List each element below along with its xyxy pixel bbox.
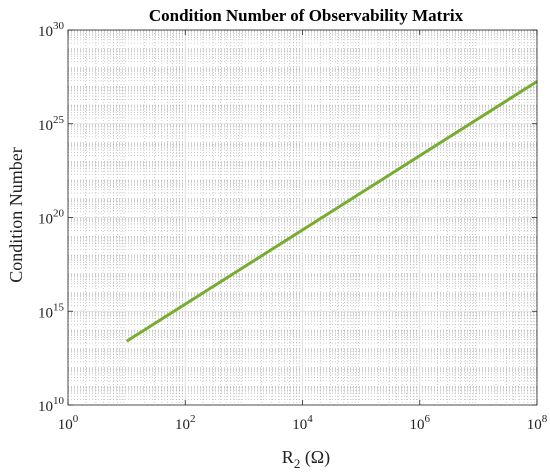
x-tick-label: 108 [527,413,548,433]
series-layer [125,80,538,343]
x-tick-label-exponent: 8 [542,413,548,425]
y-tick-label-exponent: 20 [53,208,65,220]
y-tick-label: 1025 [38,114,65,134]
y-tick-label-base: 10 [38,24,53,40]
x-tick-label-base: 10 [410,417,425,433]
grid [67,29,538,406]
x-tick-label: 106 [410,413,431,433]
x-tick-label-base: 10 [175,417,190,433]
y-tick-label-base: 10 [38,399,53,415]
x-tick-label-base: 10 [58,417,73,433]
y-tick-label: 1015 [38,301,65,321]
x-tick-label-exponent: 4 [307,413,313,425]
y-tick-label-base: 10 [38,212,53,228]
y-tick-label-base: 10 [38,118,53,134]
x-tick-label-exponent: 6 [425,413,431,425]
x-tick-label-exponent: 2 [190,413,196,425]
x-axis-label: R2 (Ω) [282,447,330,471]
x-tick-labels: 100 102 104 106 108 [58,413,548,433]
y-tick-label: 1030 [38,20,65,40]
x-tick-label: 102 [175,413,196,433]
x-axis-label-main: R [282,447,294,467]
x-tick-label-exponent: 0 [73,413,79,425]
y-tick-label-exponent: 10 [53,395,65,407]
x-axis-label-unit: (Ω) [300,447,330,468]
x-tick-label: 104 [292,413,313,433]
y-tick-label-exponent: 30 [53,20,65,32]
y-axis-label: Condition Number [6,147,26,283]
y-tick-label-exponent: 15 [53,301,65,313]
axis-ticks [67,29,538,406]
x-tick-label-base: 10 [527,417,542,433]
y-tick-label: 1010 [38,395,65,415]
y-tick-label: 1020 [38,208,65,228]
x-tick-label: 100 [58,413,79,433]
y-tick-label-exponent: 25 [53,114,65,126]
series-line [125,80,538,343]
y-tick-label-base: 10 [38,305,53,321]
x-tick-label-base: 10 [292,417,307,433]
chart-title: Condition Number of Observability Matrix [149,6,464,25]
x-axis-label-subscript: 2 [294,456,301,471]
